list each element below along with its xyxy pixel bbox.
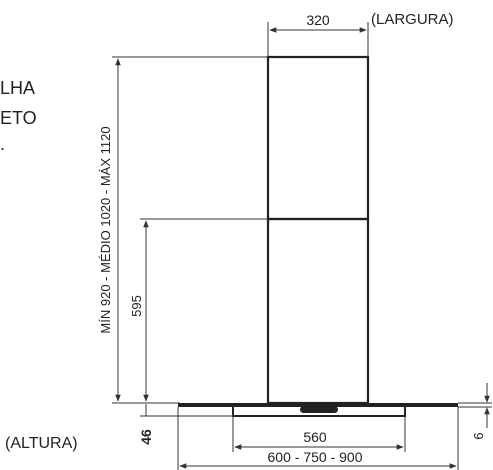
cut-text-line-2: ETO — [0, 108, 37, 128]
lower-height-dimension: 595 — [129, 218, 268, 402]
glass-thickness-dimension: 6 — [458, 383, 492, 440]
width-caption: (LARGURA) — [371, 11, 454, 28]
cut-text-line-3: . — [0, 134, 5, 154]
cut-text-line-1: LHA — [0, 78, 35, 98]
inner-width-label: 560 — [303, 429, 327, 445]
lower-chimney — [266, 217, 370, 405]
inner-width-dimension: 560 — [232, 416, 406, 452]
chimney — [266, 55, 370, 405]
glass-width-dimension: 600 - 750 - 900 — [177, 407, 459, 470]
hood-base — [178, 403, 458, 417]
glass-panel — [178, 403, 458, 407]
glass-thickness-label: 6 — [471, 432, 486, 439]
base-height-label: 46 — [138, 429, 154, 445]
upper-chimney — [266, 55, 370, 221]
hood-body — [232, 407, 406, 417]
overall-height-dimension: MÍN 920 - MÉDIO 1020 - MÁX 1120 — [98, 56, 268, 404]
control-panel — [300, 406, 338, 413]
height-caption: (ALTURA) — [5, 435, 78, 452]
width-dimension: 320 (LARGURA) — [267, 11, 454, 57]
height-range-label: MÍN 920 - MÉDIO 1020 - MÁX 1120 — [98, 126, 113, 333]
lower-height-label: 595 — [129, 295, 144, 317]
width-value: 320 — [306, 12, 330, 28]
base-height-dimension: 46 (ALTURA) — [5, 404, 233, 452]
glass-width-label: 600 - 750 - 900 — [268, 449, 363, 465]
